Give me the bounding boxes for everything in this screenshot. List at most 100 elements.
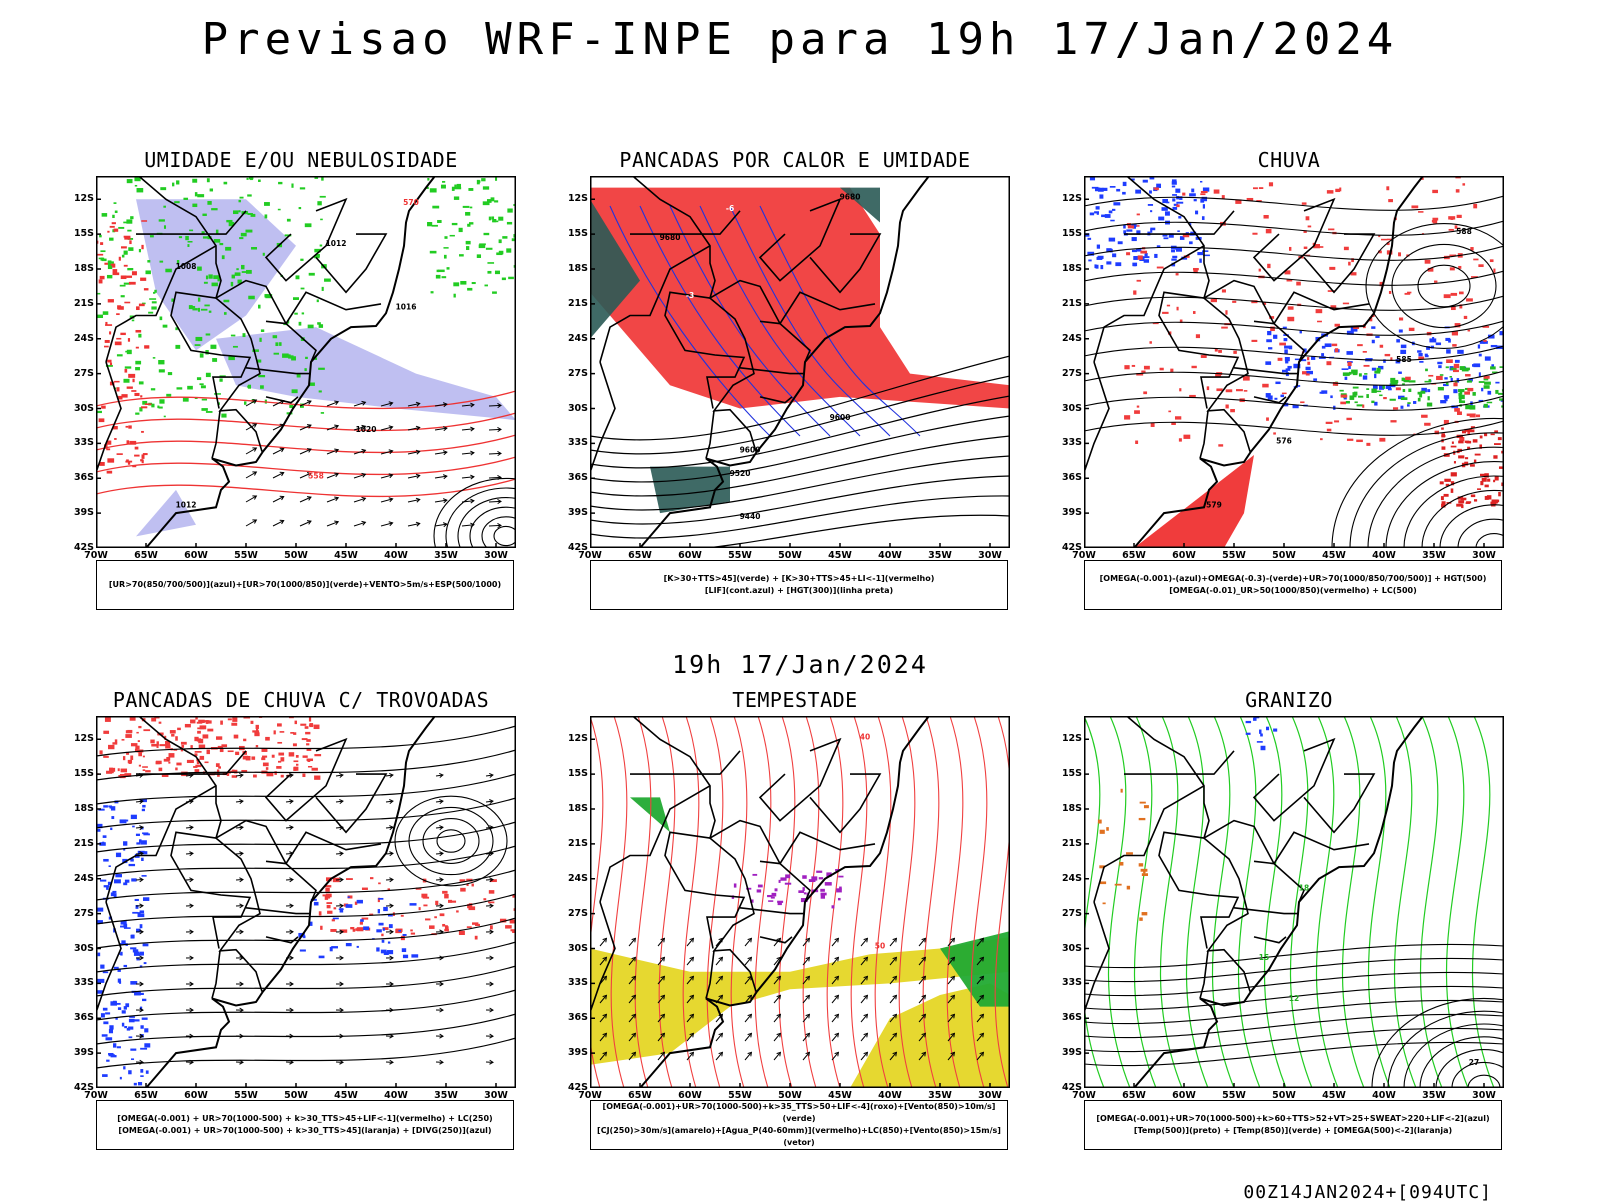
wind-vector: [687, 938, 693, 946]
pressure-label: 1016: [396, 303, 417, 312]
height-label: 588: [1456, 227, 1472, 236]
height-500-contour: [1084, 196, 1504, 210]
height-500-contour: [1084, 271, 1504, 285]
lat-tick-label: 30S: [66, 403, 94, 414]
wind-vector: [381, 498, 393, 502]
height-500-contour: [1418, 265, 1470, 307]
temp-850-contour: [1134, 716, 1156, 1088]
height-500-contour: [1366, 224, 1504, 349]
wind-vector: [236, 1008, 243, 1012]
panel-legend: [OMEGA(-0.001) + UR>70(1000-500) + k>30_…: [96, 1100, 514, 1150]
thickness-label: 570: [403, 198, 419, 207]
wind-vector: [286, 1034, 293, 1038]
temp-850-contour: [1446, 716, 1468, 1088]
lat-tick-label: 27S: [560, 908, 588, 919]
precipitable-water-contour: [755, 716, 771, 1088]
wind-vector: [435, 451, 447, 455]
lat-tick-label: 30S: [1054, 943, 1082, 954]
lat-tick-label: 18S: [1054, 263, 1082, 274]
wind-vector: [435, 523, 447, 527]
wind-vector: [336, 826, 343, 830]
lat-tick-label: 21S: [66, 298, 94, 309]
lat-tick-label: 39S: [1054, 1047, 1082, 1058]
lat-tick-label: 39S: [1054, 507, 1082, 518]
wind-vector: [381, 426, 393, 430]
wind-vector: [186, 982, 193, 986]
lat-tick-label: 30S: [560, 403, 588, 414]
state-border: [1254, 937, 1286, 943]
lat-tick-label: 30S: [1054, 403, 1082, 414]
lat-tick-label: 33S: [1054, 977, 1082, 988]
lat-tick-label: 18S: [66, 263, 94, 274]
lat-tick-label: 21S: [1054, 838, 1082, 849]
wind-vector: [803, 995, 809, 1003]
wind-vector: [246, 424, 256, 430]
lat-tick-label: 15S: [1054, 768, 1082, 779]
wind-vector: [186, 826, 193, 830]
rain-red: [1134, 455, 1254, 548]
omega-green: [1335, 366, 1504, 409]
height-label: 9440: [740, 512, 761, 521]
lat-tick-label: 36S: [1054, 472, 1082, 483]
state-border: [246, 908, 311, 914]
streamline-250: [437, 830, 465, 852]
pw-label: 50: [875, 942, 885, 951]
temp-850-contour: [1186, 716, 1208, 1088]
height-500-contour: [1084, 321, 1504, 335]
lat-tick-label: 18S: [560, 263, 588, 274]
wind-vector: [486, 930, 493, 934]
temp-850-contour: [1160, 716, 1182, 1088]
wind-vector: [436, 826, 443, 830]
state-border: [1204, 281, 1304, 362]
wind-vector: [236, 904, 243, 908]
streamline-250: [96, 942, 516, 972]
thickness-contour: [96, 479, 516, 496]
panel-title: UMIDADE E/OU NEBULOSIDADE: [66, 148, 536, 172]
streamline-250: [96, 894, 516, 924]
temp-850-contour: [1238, 716, 1260, 1088]
lat-tick-label: 15S: [66, 228, 94, 239]
lat-tick-label: 39S: [560, 1047, 588, 1058]
streamline-250: [96, 1014, 516, 1044]
lat-tick-label: 33S: [1054, 437, 1082, 448]
thickness-label: 558: [308, 471, 324, 480]
state-border: [1084, 362, 1109, 548]
legend-line: [OMEGA(-0.01)_UR>50(1000/850)(vermelho) …: [1169, 585, 1417, 597]
temp-label: 18: [1299, 883, 1309, 892]
wind-vector: [629, 938, 635, 946]
lat-tick-label: 24S: [560, 333, 588, 344]
wind-vector: [354, 497, 365, 502]
wind-vector: [436, 773, 443, 777]
wind-vector: [386, 1008, 393, 1012]
wind-vector: [658, 957, 664, 965]
wind-vector: [436, 1034, 443, 1038]
lat-tick-label: 33S: [66, 977, 94, 988]
wind-vector: [386, 982, 393, 986]
lat-tick-label: 36S: [66, 1012, 94, 1023]
wind-vector: [890, 995, 896, 1003]
lat-tick-label: 12S: [1054, 733, 1082, 744]
lat-tick-label: 12S: [66, 193, 94, 204]
map-plot: [96, 716, 516, 1088]
wind-vector: [136, 878, 143, 882]
pressure-label: 1008: [176, 262, 197, 271]
wind-vector: [716, 957, 722, 965]
wind-vector: [300, 521, 311, 526]
wind-vector: [436, 982, 443, 986]
legend-line: [CJ(250)>30m/s](amarelo)+[Agua_P(40-60mm…: [591, 1125, 1007, 1149]
wind-vector: [327, 497, 338, 502]
thickness-contour: [96, 435, 516, 452]
legend-line: [K>30+TTS>45](verde) + [K>30+TTS>45+LI<-…: [664, 573, 935, 585]
wind-vector: [300, 497, 311, 502]
wind-vector: [489, 523, 501, 527]
wind-vector: [408, 474, 420, 478]
lat-tick-label: 18S: [1054, 803, 1082, 814]
lat-tick-label: 15S: [560, 228, 588, 239]
panel-title: GRANIZO: [1054, 688, 1524, 712]
wind-vector: [486, 773, 493, 777]
